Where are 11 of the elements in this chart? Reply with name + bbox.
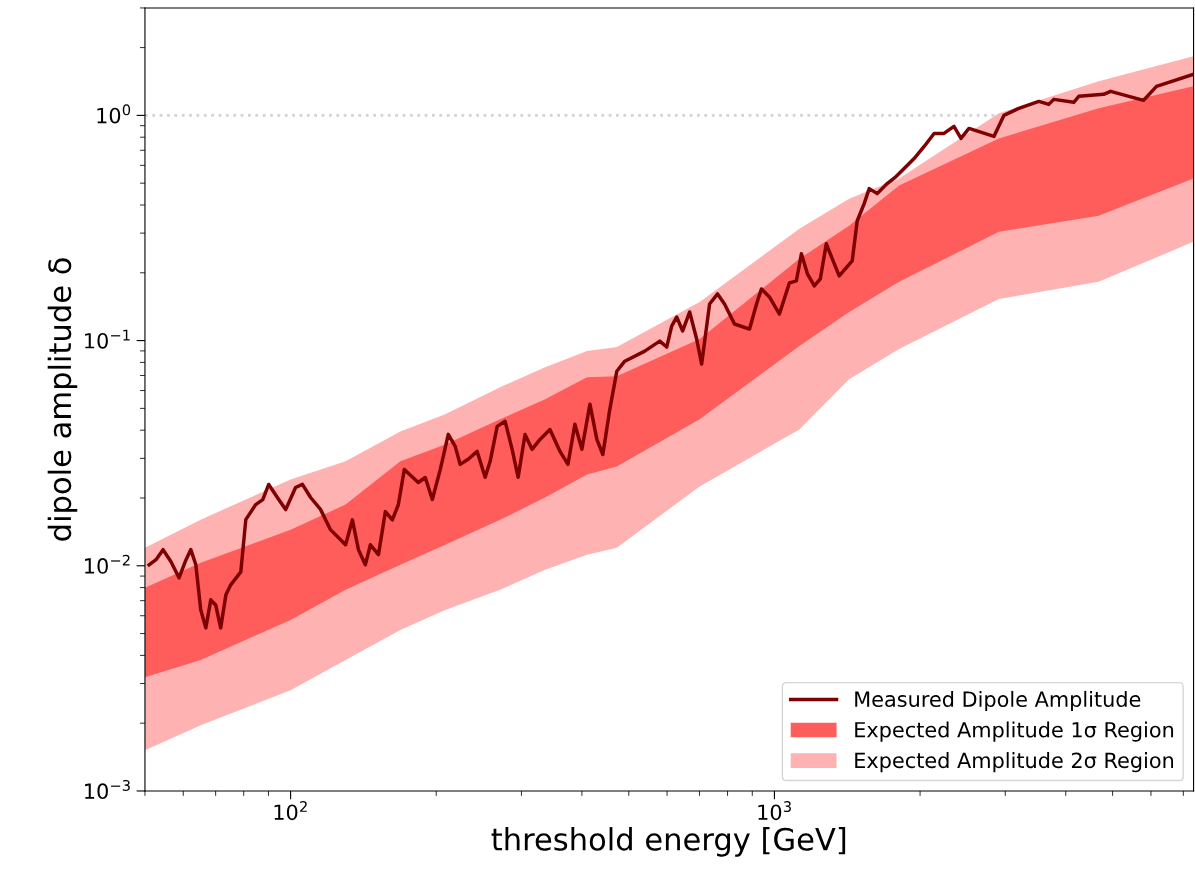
y-tick-label: 10$^{0}$ [97,104,131,124]
legend-label: Measured Dipole Amplitude [855,690,1141,712]
y-axis-title: dipole amplitude δ [47,258,78,541]
legend-label: Expected Amplitude 2σ Region [855,752,1174,773]
y-tick-label: 10$^{−1}$ [85,329,130,349]
x-tick-label: 10$^{2}$ [274,801,307,821]
y-tick-label: 10$^{−2}$ [85,554,130,574]
x-tick-label: 10$^{3}$ [758,801,791,821]
y-tick-label: 10$^{−3}$ [85,779,130,800]
legend-label: Expected Amplitude 1σ Region [855,721,1174,742]
x-axis-title: threshold energy [GeV] [491,827,846,857]
